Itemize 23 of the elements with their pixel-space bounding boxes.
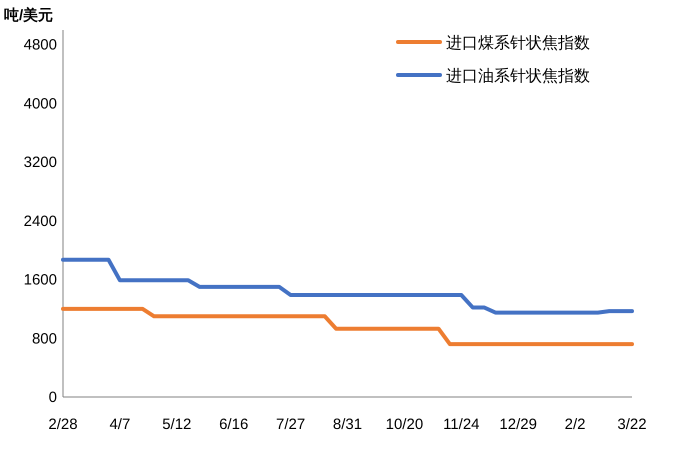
- x-tick-label: 6/16: [219, 416, 248, 433]
- x-tick-label: 3/22: [617, 416, 647, 433]
- y-tick-label: 0: [48, 389, 57, 406]
- y-tick-label: 4800: [24, 36, 57, 54]
- line-series: [61, 258, 634, 315]
- x-tick-label: 2/28: [48, 416, 78, 433]
- y-tick-label: 3200: [24, 154, 57, 172]
- legend-label: 进口油系针状焦指数: [446, 67, 590, 85]
- x-tick-label: 11/24: [443, 416, 480, 433]
- y-tick-label: 4000: [24, 95, 57, 112]
- x-tick-label: 10/20: [386, 416, 424, 433]
- x-tick-label: 12/29: [499, 416, 537, 433]
- legend-label: 进口煤系针状焦指数: [446, 34, 590, 52]
- y-tick-label: 800: [32, 330, 57, 348]
- x-tick-label: 8/31: [332, 416, 362, 433]
- x-tick-label: 2/2: [564, 416, 586, 433]
- y-tick-label: 1600: [24, 272, 57, 289]
- y-tick-label: 2400: [24, 212, 57, 230]
- y-axis-title: 吨/美元: [4, 6, 54, 24]
- x-tick-label: 7/27: [276, 416, 306, 433]
- x-tick-label: 4/7: [109, 416, 130, 433]
- line-series: [61, 306, 634, 346]
- x-tick-label: 5/12: [162, 416, 192, 433]
